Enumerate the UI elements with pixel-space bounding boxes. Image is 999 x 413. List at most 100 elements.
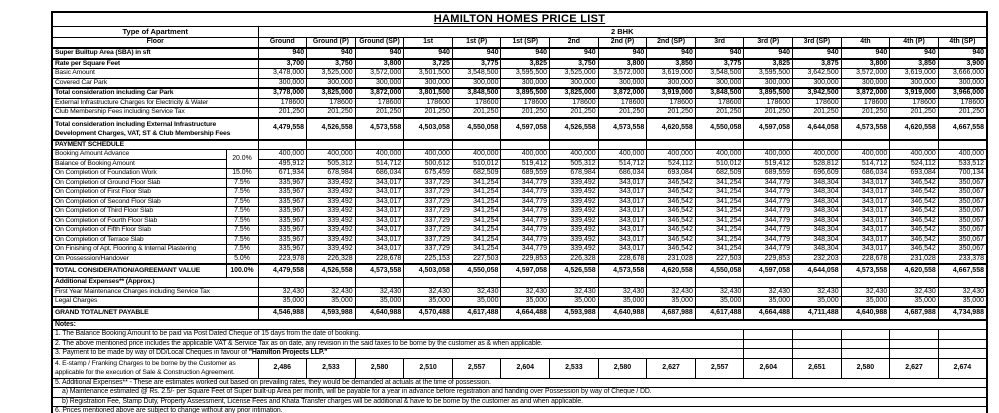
column-header: Ground: [257, 37, 308, 49]
row-payment-schedule: PAYMENT SCHEDULE: [51, 138, 988, 150]
value-cell: 348,304: [792, 206, 842, 217]
value-cell: 201,250: [743, 107, 794, 118]
value-cell: 400,000: [257, 149, 308, 160]
row-third-slab: On Completion of Third Floor Slab 7.5% 335…: [51, 206, 988, 217]
value-cell: 344,779: [500, 215, 551, 226]
row-label: External Infrastructure Charges for Elec…: [51, 97, 259, 108]
empty-cell: [937, 277, 988, 288]
value-cell: 201,250: [403, 107, 453, 118]
value-cell: 227,503: [451, 253, 502, 265]
row-ext-infra: External Infrastructure Charges for Elec…: [51, 97, 988, 108]
value-cell: 339,492: [549, 177, 599, 188]
row-basic-amount: Basic Amount 3,478,000 3,525,000 3,572,000 3…: [51, 68, 988, 79]
row-note-5a: a) Maintenance estimated @ Rs. 2.5/- per…: [51, 387, 988, 398]
value-cell: 229,853: [743, 253, 794, 265]
value-cell: 4,597,058: [500, 263, 551, 278]
value-cell: 4,550,058: [451, 116, 502, 140]
value-cell: 178600: [354, 97, 405, 108]
value-cell: 343,017: [840, 225, 891, 236]
value-cell: 3,895,500: [743, 87, 794, 99]
percentage-cell: 7.5%: [225, 187, 259, 198]
value-cell: 4,644,058: [792, 116, 842, 140]
value-cell: 4,573,558: [354, 263, 405, 278]
row-note-4-estamp: 4. E-stamp / Franking Charges to be born…: [51, 357, 988, 379]
value-cell: 35,000: [889, 296, 939, 307]
empty-cell: [840, 338, 891, 349]
value-cell: 300,000: [354, 77, 405, 89]
empty-cell: [451, 138, 502, 150]
value-cell: 223,978: [257, 253, 308, 265]
value-cell: 343,017: [354, 196, 405, 207]
value-cell: 4,620,558: [889, 263, 939, 278]
value-cell: 940: [646, 47, 696, 59]
value-cell: 32,430: [889, 286, 939, 297]
empty-cell: [597, 138, 648, 150]
value-cell: 341,254: [451, 234, 502, 245]
value-cell: 514,712: [840, 158, 891, 169]
value-cell: 940: [354, 47, 405, 59]
value-cell: 343,017: [597, 206, 648, 217]
value-cell: 341,254: [694, 215, 745, 226]
value-cell: 3,478,000: [257, 68, 308, 79]
value-cell: 343,017: [354, 225, 405, 236]
value-cell: 3,872,000: [354, 87, 405, 99]
value-cell: 32,430: [792, 286, 842, 297]
empty-cell: [306, 277, 356, 288]
value-cell: 343,017: [354, 187, 405, 198]
value-cell: 341,254: [694, 234, 745, 245]
value-cell: 3,800: [597, 57, 648, 69]
value-cell: 348,304: [792, 177, 842, 188]
value-cell: 343,017: [354, 234, 405, 245]
value-cell: 35,000: [549, 296, 599, 307]
value-cell: 4,573,558: [840, 116, 891, 140]
value-cell: 201,250: [646, 107, 696, 118]
value-cell: 344,779: [743, 187, 794, 198]
row-note-3: 3. Payment to be made by way of DD/Local…: [51, 348, 988, 359]
value-cell: 693,084: [646, 168, 696, 179]
percentage-cell: 7.5%: [225, 177, 259, 188]
apartment-type-row: Type of Apartment 2 BHK: [51, 26, 988, 38]
value-cell: 335,967: [257, 234, 308, 245]
column-header: Ground (P): [306, 37, 356, 49]
value-cell: 346,542: [889, 187, 939, 198]
value-cell: 4,620,558: [889, 116, 939, 140]
column-header: Ground (SP): [354, 37, 405, 49]
value-cell: 533,512: [937, 158, 988, 169]
value-cell: 940: [257, 47, 308, 59]
value-cell: 337,729: [403, 206, 453, 217]
value-cell: 3,872,000: [597, 87, 648, 99]
value-cell: 346,542: [646, 196, 696, 207]
empty-cell: [792, 138, 842, 150]
value-cell: 343,017: [840, 187, 891, 198]
value-cell: 341,254: [694, 225, 745, 236]
value-cell: 400,000: [354, 149, 405, 160]
value-cell: 32,430: [646, 286, 696, 297]
value-cell: 3,850: [646, 57, 696, 69]
value-cell: 400,000: [937, 149, 988, 160]
value-cell: 201,250: [889, 107, 939, 118]
value-cell: 4,526,558: [306, 116, 356, 140]
value-cell: 4,664,488: [500, 305, 551, 320]
value-cell: 344,779: [500, 225, 551, 236]
empty-cell: [597, 277, 648, 288]
empty-cell: [889, 338, 939, 349]
value-cell: 343,017: [597, 215, 648, 226]
value-cell: 686,034: [354, 168, 405, 179]
value-cell: 940: [451, 47, 502, 59]
empty-cell: [451, 277, 502, 288]
row-sba: Super Builtup Area (SBA) in sft 940 940 940…: [51, 47, 988, 59]
value-cell: 346,542: [889, 234, 939, 245]
value-cell: 35,000: [451, 296, 502, 307]
value-cell: 227,503: [694, 253, 745, 265]
column-header: 3rd (P): [743, 37, 794, 49]
value-cell: 178600: [646, 97, 696, 108]
row-label: Covered Car Park: [51, 77, 259, 89]
value-cell: 3,919,000: [646, 87, 696, 99]
row-label: On Completion of Foundation Work: [51, 168, 227, 179]
value-cell: 35,000: [840, 296, 891, 307]
empty-cell: [306, 138, 356, 150]
value-cell: 335,967: [257, 196, 308, 207]
value-cell: 3,572,000: [840, 68, 891, 79]
value-cell: 300,000: [549, 77, 599, 89]
value-cell: 940: [597, 47, 648, 59]
